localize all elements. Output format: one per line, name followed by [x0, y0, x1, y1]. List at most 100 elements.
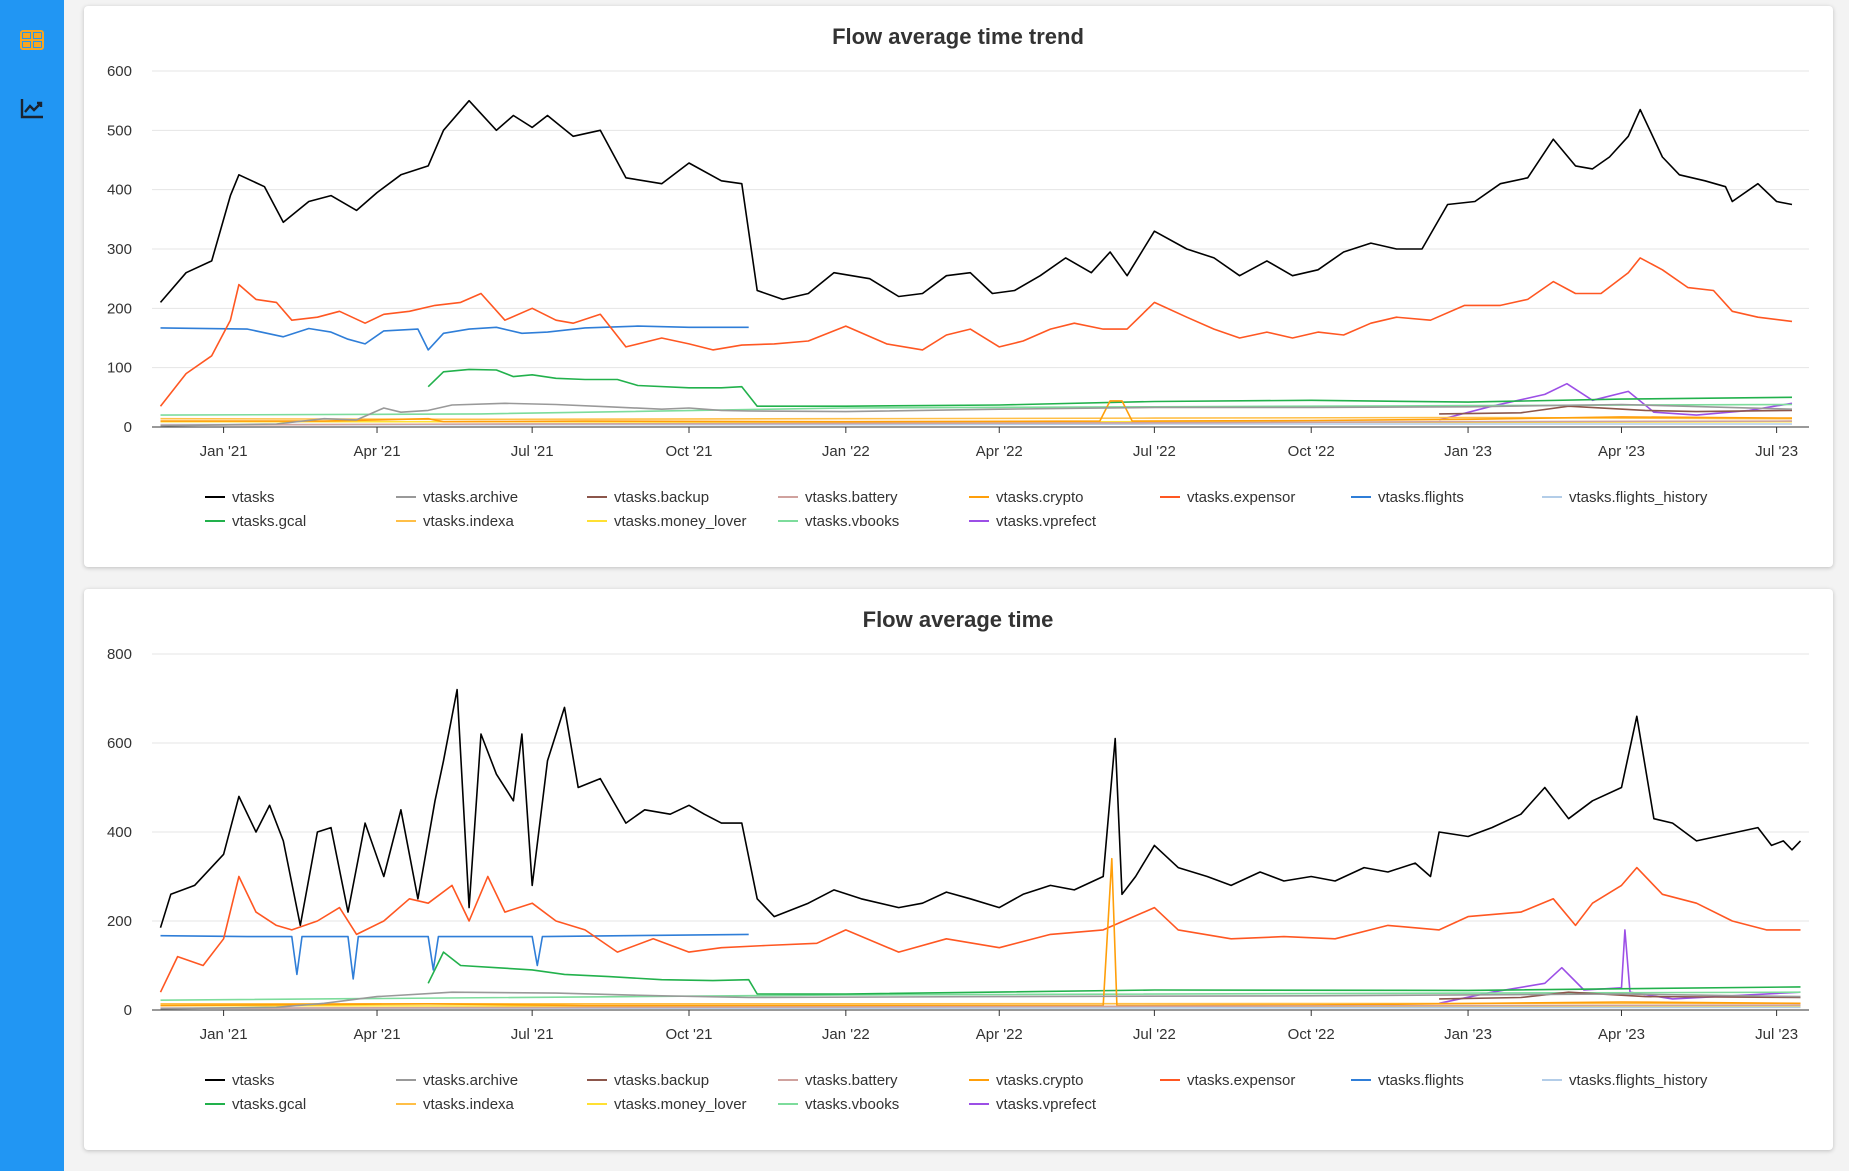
x-tick-label: Jan '21	[200, 443, 248, 460]
sidebar	[0, 0, 64, 1171]
legend-item-vtasks-vbooks[interactable]: vtasks.vbooks	[778, 513, 899, 530]
y-tick-label: 400	[107, 182, 132, 199]
legend-item-vtasks-vbooks[interactable]: vtasks.vbooks	[778, 1096, 899, 1113]
legend-label: vtasks.archive	[423, 1072, 518, 1089]
x-tick-label: Jan '23	[1444, 1026, 1492, 1043]
trend-chart-card: Flow average time trend 0 100 200 300 400 500 6…	[84, 6, 1833, 567]
series-line-vtasks-gcal	[428, 952, 1800, 994]
legend-label: vtasks	[232, 1072, 275, 1089]
legend-label: vtasks.flights_history	[1569, 489, 1708, 506]
x-tick-label: Oct '22	[1288, 443, 1335, 460]
x-tick-label: Apr '23	[1598, 1026, 1645, 1043]
y-tick-label: 500	[107, 122, 132, 139]
legend-item-vtasks-money-lover[interactable]: vtasks.money_lover	[587, 513, 747, 530]
series-group	[161, 101, 1793, 426]
x-tick-label: Apr '22	[976, 443, 1023, 460]
nav-charts-button[interactable]	[12, 88, 52, 128]
x-tick-label: Jul '23	[1755, 443, 1798, 460]
legend-item-vtasks-gcal[interactable]: vtasks.gcal	[205, 513, 306, 530]
trend-chart-icon	[20, 97, 44, 119]
legend-label: vtasks.crypto	[996, 1072, 1084, 1089]
series-line-vtasks	[161, 690, 1801, 928]
y-tick-label: 800	[107, 646, 132, 663]
legend-label: vtasks.indexa	[423, 1096, 515, 1113]
legend-label: vtasks.flights	[1378, 489, 1464, 506]
legend-item-vtasks-archive[interactable]: vtasks.archive	[396, 489, 518, 506]
chart-title: Flow average time	[863, 607, 1054, 632]
legend-item-vtasks[interactable]: vtasks	[205, 489, 275, 506]
flow-average-time-trend-chart: Flow average time trend 0 100 200 300 400 500 6…	[84, 6, 1833, 567]
y-tick-label: 100	[107, 360, 132, 377]
series-line-vtasks-expensor	[161, 258, 1793, 406]
legend-label: vtasks.battery	[805, 1072, 898, 1089]
legend-item-vtasks-vprefect[interactable]: vtasks.vprefect	[969, 1096, 1097, 1113]
x-tick-label: Jan '23	[1444, 443, 1492, 460]
legend-label: vtasks.battery	[805, 489, 898, 506]
legend-item-vtasks-expensor[interactable]: vtasks.expensor	[1160, 489, 1295, 506]
legend-label: vtasks	[232, 489, 275, 506]
x-tick-label: Jul '22	[1133, 443, 1176, 460]
legend-item-vtasks-indexa[interactable]: vtasks.indexa	[396, 1096, 515, 1113]
legend-item-vtasks-crypto[interactable]: vtasks.crypto	[969, 1072, 1084, 1089]
x-tick-label: Apr '21	[353, 443, 400, 460]
y-tick-label: 200	[107, 300, 132, 317]
dashboard-grid-icon	[20, 30, 44, 50]
legend-label: vtasks.gcal	[232, 513, 306, 530]
legend-label: vtasks.vbooks	[805, 513, 899, 530]
y-tick-label: 300	[107, 241, 132, 258]
legend-item-vtasks-vprefect[interactable]: vtasks.vprefect	[969, 513, 1097, 530]
legend-item-vtasks-flights-history[interactable]: vtasks.flights_history	[1542, 1072, 1708, 1089]
legend-item-vtasks-flights-history[interactable]: vtasks.flights_history	[1542, 489, 1708, 506]
x-tick-label: Apr '23	[1598, 443, 1645, 460]
y-tick-label: 200	[107, 913, 132, 930]
legend-item-vtasks-crypto[interactable]: vtasks.crypto	[969, 489, 1084, 506]
x-tick-label: Jul '21	[511, 443, 554, 460]
legend-label: vtasks.flights_history	[1569, 1072, 1708, 1089]
legend-item-vtasks-backup[interactable]: vtasks.backup	[587, 1072, 709, 1089]
x-tick-label: Jul '23	[1755, 1026, 1798, 1043]
legend-item-vtasks-indexa[interactable]: vtasks.indexa	[396, 513, 515, 530]
legend-label: vtasks.vbooks	[805, 1096, 899, 1113]
average-time-chart-card: Flow average time 0 200 400 600 800 Jan '21 Apr…	[84, 589, 1833, 1150]
x-tick-label: Oct '22	[1288, 1026, 1335, 1043]
legend-item-vtasks-backup[interactable]: vtasks.backup	[587, 489, 709, 506]
x-tick-label: Jan '22	[822, 1026, 870, 1043]
y-tick-label: 400	[107, 824, 132, 841]
y-tick-label: 0	[124, 1002, 132, 1019]
legend-item-vtasks-flights[interactable]: vtasks.flights	[1351, 1072, 1464, 1089]
legend-label: vtasks.archive	[423, 489, 518, 506]
x-tick-label: Jul '21	[511, 1026, 554, 1043]
x-tick-label: Oct '21	[665, 1026, 712, 1043]
legend-label: vtasks.backup	[614, 1072, 709, 1089]
y-tick-label: 600	[107, 63, 132, 80]
legend-item-vtasks-money-lover[interactable]: vtasks.money_lover	[587, 1096, 747, 1113]
legend-label: vtasks.gcal	[232, 1096, 306, 1113]
flow-average-time-chart: Flow average time 0 200 400 600 800 Jan '21 Apr…	[84, 589, 1833, 1150]
x-tick-label: Jan '22	[822, 443, 870, 460]
legend-label: vtasks.expensor	[1187, 1072, 1295, 1089]
series-group	[161, 690, 1801, 1009]
legend-label: vtasks.money_lover	[614, 1096, 747, 1113]
legend-item-vtasks-battery[interactable]: vtasks.battery	[778, 1072, 898, 1089]
legend-label: vtasks.expensor	[1187, 489, 1295, 506]
legend-label: vtasks.vprefect	[996, 513, 1097, 530]
x-tick-label: Jan '21	[200, 1026, 248, 1043]
x-tick-label: Jul '22	[1133, 1026, 1176, 1043]
series-line-vtasks-crypto	[161, 859, 1801, 1006]
x-tick-label: Apr '21	[353, 1026, 400, 1043]
x-tick-label: Apr '22	[976, 1026, 1023, 1043]
legend-item-vtasks-expensor[interactable]: vtasks.expensor	[1160, 1072, 1295, 1089]
legend-item-vtasks[interactable]: vtasks	[205, 1072, 275, 1089]
nav-dashboard-button[interactable]	[12, 20, 52, 60]
legend-label: vtasks.money_lover	[614, 513, 747, 530]
legend-item-vtasks-battery[interactable]: vtasks.battery	[778, 489, 898, 506]
y-tick-label: 600	[107, 735, 132, 752]
legend-item-vtasks-flights[interactable]: vtasks.flights	[1351, 489, 1464, 506]
legend-label: vtasks.backup	[614, 489, 709, 506]
legend-item-vtasks-archive[interactable]: vtasks.archive	[396, 1072, 518, 1089]
y-tick-label: 0	[124, 419, 132, 436]
legend-label: vtasks.crypto	[996, 489, 1084, 506]
x-tick-label: Oct '21	[665, 443, 712, 460]
legend-item-vtasks-gcal[interactable]: vtasks.gcal	[205, 1096, 306, 1113]
legend-label: vtasks.flights	[1378, 1072, 1464, 1089]
